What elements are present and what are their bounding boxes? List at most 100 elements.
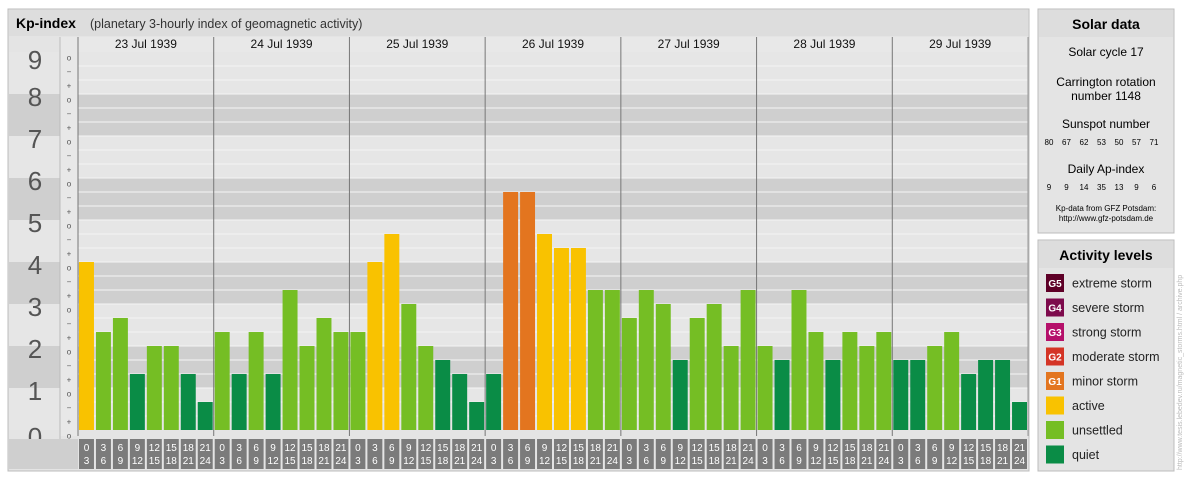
interval-end-label: 6 <box>508 456 514 467</box>
level-badge: G2 <box>1048 353 1062 364</box>
ap-value: 13 <box>1115 183 1124 192</box>
interval-start-label: 3 <box>508 443 514 454</box>
interval-end-label: 24 <box>1014 456 1026 467</box>
ap-value: 6 <box>1152 183 1157 192</box>
level-label: strong storm <box>1072 326 1141 340</box>
sub-tick-label: + <box>67 418 72 427</box>
interval-start-label: 9 <box>813 443 819 454</box>
kp-bar <box>842 332 858 430</box>
ap-value: 35 <box>1097 183 1106 192</box>
kp-bar <box>129 374 145 430</box>
y-tick-label: 1 <box>28 376 42 406</box>
kp-bar <box>180 374 196 430</box>
interval-end-label: 3 <box>355 456 361 467</box>
interval-end-label: 9 <box>525 456 531 467</box>
sub-tick-label: + <box>67 376 72 385</box>
kp-bar <box>503 191 519 430</box>
kp-bar <box>893 359 909 430</box>
interval-end-label: 9 <box>389 456 395 467</box>
kp-bar <box>112 317 128 430</box>
sub-tick-label: − <box>67 110 72 119</box>
interval-end-label: 15 <box>692 456 704 467</box>
interval-end-label: 12 <box>810 456 822 467</box>
solar-panel-frame <box>1037 8 1175 234</box>
kp-bar <box>537 233 552 430</box>
interval-end-label: 12 <box>946 456 958 467</box>
interval-end-label: 18 <box>437 456 449 467</box>
interval-end-label: 3 <box>627 456 633 467</box>
activity-panel-title: Activity levels <box>1059 247 1153 263</box>
interval-start-label: 3 <box>915 443 921 454</box>
interval-start-label: 3 <box>644 443 650 454</box>
sub-tick-label: − <box>67 404 72 413</box>
sub-tick-label: − <box>67 236 72 245</box>
kp-bar <box>655 304 671 430</box>
kp-bar <box>452 374 468 430</box>
activity-levels-panel: Activity levels G5 extreme storm G4 severe … <box>1037 239 1175 472</box>
kp-bar <box>486 374 502 430</box>
interval-start-label: 18 <box>454 443 466 454</box>
interval-start-label: 12 <box>149 443 161 454</box>
kp-bar <box>587 290 603 430</box>
sub-tick-label: o <box>67 222 72 231</box>
kp-bar <box>265 374 281 430</box>
interval-start-label: 0 <box>355 443 361 454</box>
interval-start-label: 0 <box>898 443 904 454</box>
level-badge: G5 <box>1048 279 1062 290</box>
level-label: minor storm <box>1072 375 1138 389</box>
level-label: active <box>1072 399 1105 413</box>
sub-tick-label: + <box>67 292 72 301</box>
interval-start-label: 6 <box>932 443 938 454</box>
sub-tick-label: o <box>67 54 72 63</box>
level-swatch <box>1046 445 1064 464</box>
ap-values: 9 9 14 35 13 9 6 <box>1047 183 1157 192</box>
source-line2: http://www.gfz-potsdam.de <box>1059 214 1154 223</box>
kp-bar <box>231 374 247 430</box>
sub-tick-label: o <box>67 306 72 315</box>
interval-end-label: 3 <box>491 456 497 467</box>
kp-bar <box>706 304 722 430</box>
interval-end-label: 15 <box>827 456 839 467</box>
chart-title: Kp-index <box>16 15 76 31</box>
interval-start-label: 12 <box>420 443 432 454</box>
kp-bar <box>672 359 688 430</box>
sub-tick-label: o <box>67 348 72 357</box>
interval-end-label: 18 <box>709 456 721 467</box>
day-label: 25 Jul 1939 <box>386 37 448 51</box>
interval-end-label: 24 <box>743 456 755 467</box>
y-tick-label: 8 <box>28 82 42 112</box>
kp-bar <box>961 374 977 430</box>
kp-bar <box>163 346 179 430</box>
kp-bar <box>401 304 417 430</box>
interval-start-label: 21 <box>200 443 212 454</box>
y-tick-label: 7 <box>28 124 42 154</box>
level-swatch <box>1046 372 1064 390</box>
kp-bar <box>604 290 620 430</box>
solar-panel-title: Solar data <box>1072 16 1140 32</box>
sub-tick-label: − <box>67 194 72 203</box>
interval-start-label: 18 <box>997 443 1009 454</box>
level-swatch <box>1046 274 1064 292</box>
y-tick-label: 3 <box>28 292 42 322</box>
level-label: unsettled <box>1072 424 1123 438</box>
interval-start-label: 18 <box>183 443 195 454</box>
interval-start-label: 21 <box>878 443 890 454</box>
kp-bar <box>435 359 451 430</box>
interval-end-label: 9 <box>118 456 124 467</box>
interval-end-label: 9 <box>253 456 259 467</box>
ap-value: 9 <box>1047 183 1052 192</box>
interval-start-label: 6 <box>525 443 531 454</box>
interval-start-label: 6 <box>253 443 259 454</box>
sub-tick-label: + <box>67 334 72 343</box>
interval-start-label: 18 <box>726 443 738 454</box>
ap-value: 9 <box>1134 183 1139 192</box>
interval-end-label: 24 <box>471 456 483 467</box>
ap-value: 14 <box>1080 183 1089 192</box>
chart-header <box>9 10 1028 36</box>
sunspot-value: 50 <box>1115 138 1124 147</box>
kp-bar <box>808 332 824 430</box>
sub-tick-column: o + − o + − o + − o + − o + − o + − o + − o + − o + − o <box>59 37 78 444</box>
interval-end-label: 6 <box>101 456 107 467</box>
interval-end-label: 9 <box>932 456 938 467</box>
day-headers: 23 Jul 1939 24 Jul 1939 25 Jul 1939 26 Jul … <box>115 37 992 51</box>
